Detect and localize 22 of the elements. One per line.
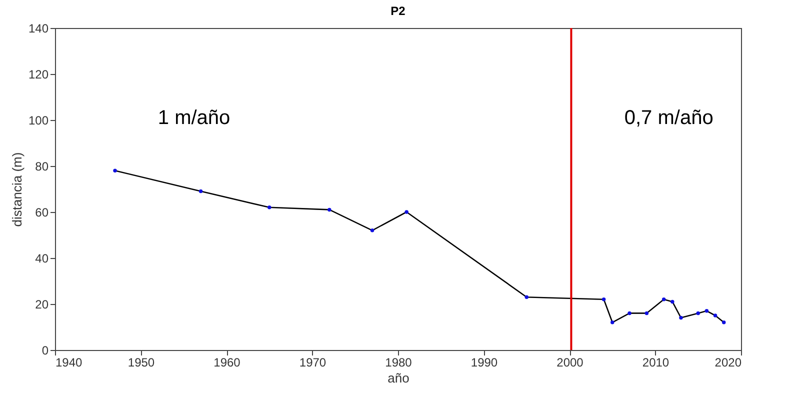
x-tick-label: 2010 <box>642 356 670 370</box>
y-tick-label: 60 <box>35 206 49 220</box>
x-tick-label: 1950 <box>128 356 155 370</box>
chart-title: P2 <box>390 4 406 18</box>
x-tick-label: 2020 <box>714 356 742 370</box>
y-axis-title: distancia (m) <box>9 152 24 227</box>
y-tick-label: 80 <box>35 160 49 174</box>
y-tick-label: 20 <box>35 298 49 312</box>
x-tick-label: 1960 <box>214 356 241 370</box>
x-tick-label: 1940 <box>56 356 83 370</box>
y-tick-label: 0 <box>42 344 49 358</box>
annotation: 0,7 m/año <box>624 107 714 130</box>
y-tick-label: 140 <box>28 22 49 36</box>
x-tick-label: 1980 <box>385 356 412 370</box>
x-tick-label: 1990 <box>470 356 498 370</box>
annotation: 1 m/año <box>158 107 230 130</box>
x-axis-title: año <box>388 370 410 386</box>
x-tick-label: 2000 <box>556 356 584 370</box>
y-tick-label: 100 <box>28 114 49 128</box>
x-tick-label: 1970 <box>299 356 326 370</box>
y-tick-label: 120 <box>28 68 49 82</box>
y-tick-label: 40 <box>35 252 49 266</box>
